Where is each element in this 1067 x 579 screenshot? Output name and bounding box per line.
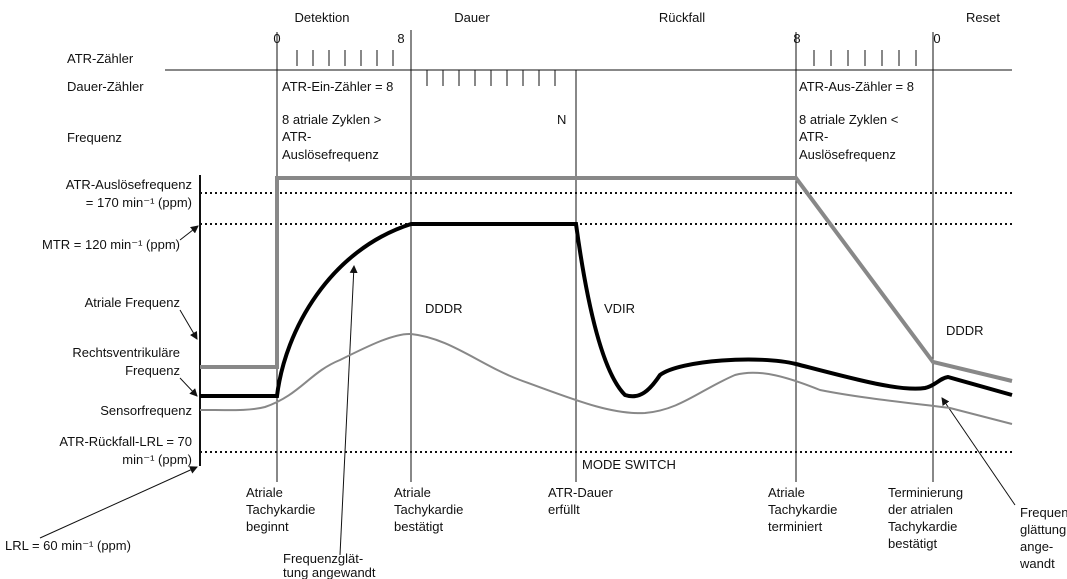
event-label: glättung <box>1020 522 1066 537</box>
event-label: Atriale <box>394 485 431 500</box>
event-label: der atrialen <box>888 502 953 517</box>
box-text: ATR- <box>799 129 828 144</box>
left-label: LRL = 60 min⁻¹ (ppm) <box>5 538 131 553</box>
event-label: ange- <box>1020 539 1053 554</box>
counter-mark: 8 <box>397 31 404 46</box>
frame <box>39 30 1016 556</box>
box-text: 8 atriale Zyklen > <box>282 112 381 127</box>
event-label: terminiert <box>768 519 823 534</box>
event-label: ATR-Dauer <box>548 485 613 500</box>
box-text: ATR- <box>282 129 311 144</box>
row-label: Frequenz <box>67 130 122 145</box>
phase: Reset <box>966 10 1000 25</box>
left-label: = 170 min⁻¹ (ppm) <box>86 195 192 210</box>
row-label: ATR-Zähler <box>67 51 134 66</box>
box-text: 8 atriale Zyklen < <box>799 112 898 127</box>
counter-mark: 8 <box>793 31 800 46</box>
labels: Detektion Dauer Rückfall Reset 0 8 8 0 A… <box>5 10 1000 553</box>
event-label: erfüllt <box>548 502 580 517</box>
box-text: Auslösefrequenz <box>799 147 896 162</box>
ventricular-rate <box>200 222 1013 399</box>
box-text: ATR-Aus-Zähler = 8 <box>799 79 914 94</box>
left-label: ATR-Auslösefrequenz <box>66 177 192 192</box>
event-label: bestätigt <box>888 536 938 551</box>
event-label: Frequenzglät- <box>283 551 363 566</box>
event-label: Tachykardie <box>768 502 837 517</box>
event-label: beginnt <box>246 519 289 534</box>
event-label: wandt <box>1019 556 1055 571</box>
counter-mark: 0 <box>933 31 940 46</box>
event-label: bestätigt <box>394 519 444 534</box>
left-label: MTR = 120 min⁻¹ (ppm) <box>42 237 180 252</box>
event-label: Tachykardie <box>246 502 315 517</box>
event-label: Tachykardie <box>394 502 463 517</box>
left-label: Sensorfrequenz <box>100 403 192 418</box>
mode: VDIR <box>604 301 635 316</box>
atrial-rate <box>200 176 1013 383</box>
sensor-rate <box>199 332 1013 425</box>
mode: MODE SWITCH <box>582 457 676 472</box>
phase: Rückfall <box>659 10 705 25</box>
mode: DDDR <box>425 301 463 316</box>
left-label: min⁻¹ (ppm) <box>122 452 192 467</box>
box-text: ATR-Ein-Zähler = 8 <box>282 79 393 94</box>
event-label: Atriale <box>768 485 805 500</box>
event-label: Terminierung <box>888 485 963 500</box>
phase: Detektion <box>295 10 350 25</box>
events: Atriale Tachykardie beginnt Atriale Tachykar… <box>246 485 1067 579</box>
event-label: Tachykardie <box>888 519 957 534</box>
left-label: Atriale Frequenz <box>85 295 180 310</box>
left-label: Frequenz <box>125 363 180 378</box>
event-label: tung angewandt <box>283 565 376 579</box>
left-label: Rechtsventrikuläre <box>72 345 180 360</box>
left-label: ATR-Rückfall-LRL = 70 <box>59 434 192 449</box>
box-text: Auslösefrequenz <box>282 147 379 162</box>
row-label: Dauer-Zähler <box>67 79 144 94</box>
event-label: Atriale <box>246 485 283 500</box>
box-text: N <box>557 112 566 127</box>
counter-mark: 0 <box>273 31 280 46</box>
phase: Dauer <box>454 10 490 25</box>
mode: DDDR <box>946 323 984 338</box>
event-label: Frequenz- <box>1020 505 1067 520</box>
